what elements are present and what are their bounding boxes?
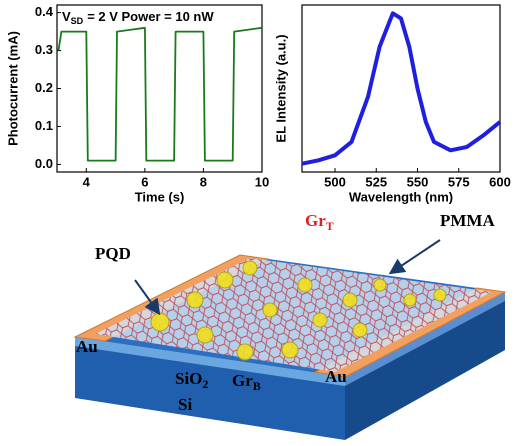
- x-axis-label: Wavelength (nm): [349, 189, 453, 204]
- annotation-sub: SD: [71, 16, 84, 26]
- x-tick-label: 525: [365, 174, 387, 189]
- y-axis-label: EL Intensity (a.u.): [273, 34, 288, 142]
- label-subscript: B: [253, 379, 261, 393]
- y-tick-label: 0.1: [35, 118, 53, 133]
- x-tick-label: 550: [407, 174, 429, 189]
- x-axis-label: Time (s): [135, 189, 185, 204]
- y-tick-label: 0.4: [35, 4, 54, 19]
- diagram-label: GrT: [305, 211, 334, 233]
- label-text: PMMA: [440, 211, 495, 230]
- annotation-main: V: [62, 9, 71, 24]
- plot-frame: [301, 4, 501, 173]
- device-schematic: [73, 239, 507, 440]
- diagram-label: SiO2: [175, 369, 208, 391]
- data-line: [301, 11, 502, 166]
- diagram-label: Si: [178, 395, 192, 414]
- label-text: Si: [178, 395, 192, 414]
- x-tick-label: 10: [255, 174, 269, 189]
- label-text: PQD: [95, 244, 131, 263]
- annotation: VSD = 2 V Power = 10 nW: [62, 9, 214, 26]
- y-tick-label: 0.3: [35, 42, 53, 57]
- x-tick-label: 600: [489, 174, 511, 189]
- x-tick-label: 4: [83, 174, 91, 189]
- annotation-rest: = 2 V Power = 10 nW: [87, 9, 214, 24]
- label-text: Au: [325, 367, 347, 386]
- diagram-label: PMMA: [440, 211, 495, 230]
- data-line: [57, 26, 263, 162]
- x-tick-label: 500: [324, 174, 346, 189]
- diagram-label: Au: [76, 337, 98, 356]
- label-subscript: 2: [202, 377, 208, 391]
- label-subscript: T: [326, 219, 334, 233]
- x-tick-label: 8: [200, 174, 207, 189]
- x-tick-label: 6: [141, 174, 148, 189]
- y-axis-label: Photocurrent (mA): [5, 31, 20, 146]
- label-text: Gr: [232, 371, 253, 390]
- y-tick-label: 0.0: [35, 156, 53, 171]
- x-tick-label: 575: [448, 174, 470, 189]
- label-text: Gr: [305, 211, 326, 230]
- label-text: SiO: [175, 369, 202, 388]
- label-text: Au: [76, 337, 98, 356]
- diagram-label: PQD: [95, 244, 131, 263]
- diagram-label: Au: [325, 367, 347, 386]
- diagram-label: GrB: [232, 371, 261, 393]
- y-tick-label: 0.2: [35, 80, 53, 95]
